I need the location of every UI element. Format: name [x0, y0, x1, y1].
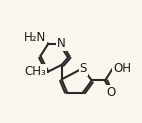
Text: OH: OH [113, 62, 131, 75]
Text: H₂N: H₂N [24, 31, 46, 44]
Text: S: S [80, 62, 87, 75]
Text: O: O [106, 86, 115, 99]
Text: CH₃: CH₃ [24, 65, 46, 78]
Text: N: N [57, 37, 66, 50]
